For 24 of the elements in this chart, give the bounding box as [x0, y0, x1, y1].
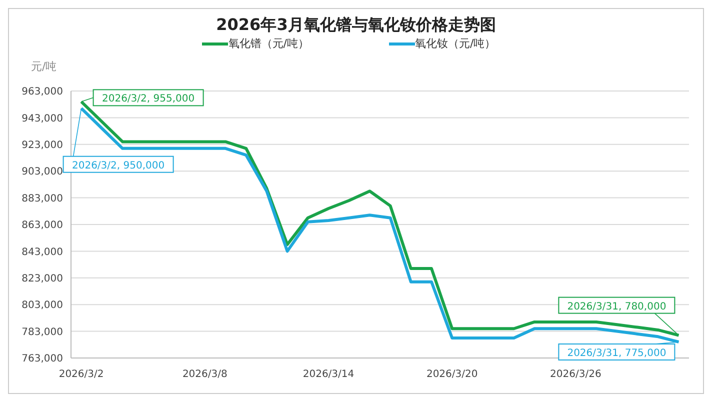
y-tick-label: 803,000	[22, 300, 63, 312]
y-tick-label: 863,000	[22, 220, 63, 232]
x-tick-label: 2026/3/2	[58, 369, 104, 380]
x-tick-label: 2026/3/8	[182, 369, 228, 380]
y-tick-label: 963,000	[22, 86, 63, 98]
y-tick-label: 823,000	[22, 273, 63, 284]
chart-title: 2026年3月氧化镨与氧化钕价格走势图	[215, 15, 497, 36]
annotation: 2026/3/2, 950,000	[72, 160, 165, 172]
y-tick-label: 883,000	[22, 193, 63, 204]
y-tick-label: 763,000	[22, 354, 63, 365]
y-tick-label: 843,000	[22, 246, 63, 258]
legend-label: 氧化镨（元/吨）	[227, 36, 309, 51]
annotation: 2026/3/31, 780,000	[567, 301, 666, 312]
x-tick-label: 2026/3/14	[302, 369, 354, 380]
legend-label: 氧化钕（元/吨）	[414, 36, 496, 51]
y-tick-label: 923,000	[22, 140, 63, 151]
x-tick-label: 2026/3/20	[426, 369, 478, 380]
x-tick-label: 2026/3/26	[550, 369, 602, 380]
annotation: 2026/3/31, 775,000	[567, 348, 666, 359]
y-tick-label: 903,000	[22, 166, 63, 178]
annotation: 2026/3/2, 955,000	[102, 94, 195, 105]
y-tick-label: 783,000	[22, 326, 63, 338]
y-axis-title: 元/吨	[31, 59, 57, 74]
y-tick-label: 943,000	[22, 113, 63, 124]
